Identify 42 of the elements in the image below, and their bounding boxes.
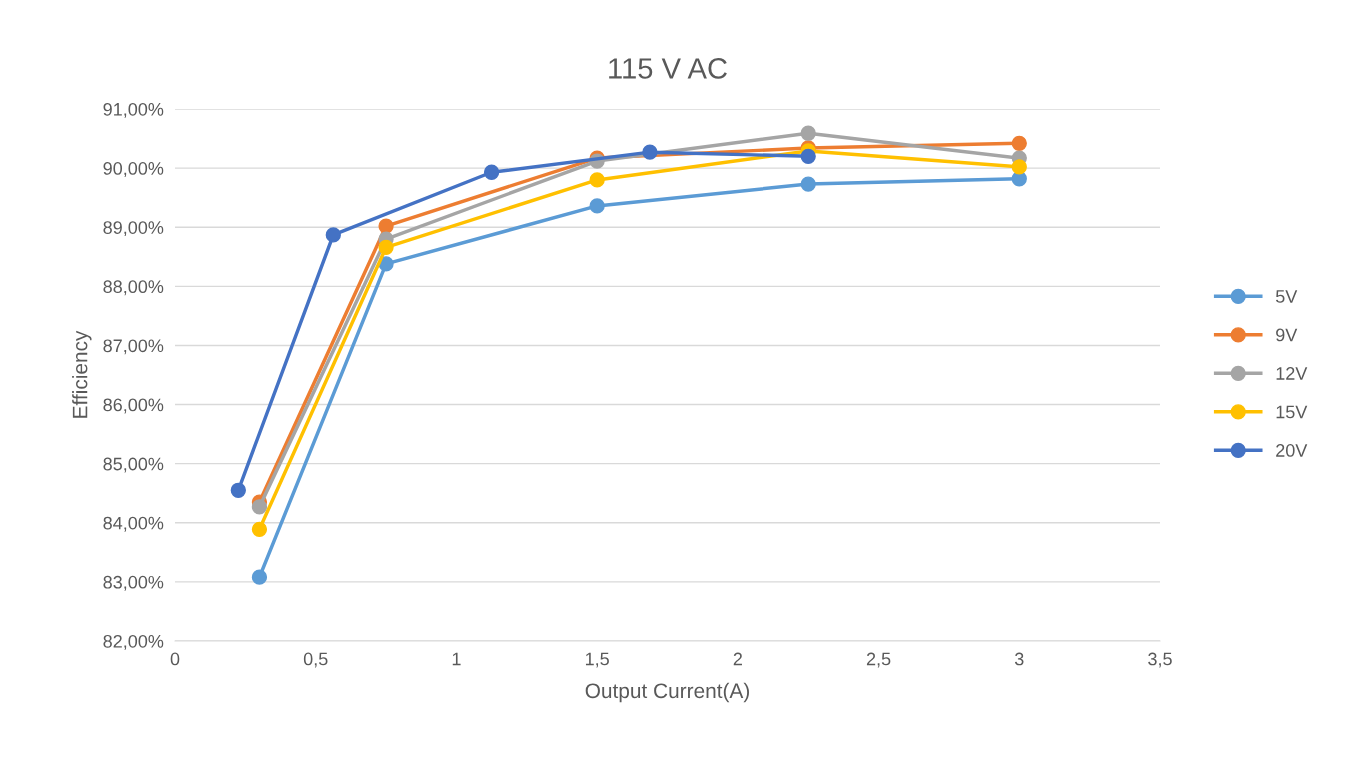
point bbox=[483, 164, 500, 180]
y-tick-label: 84,00% bbox=[103, 516, 164, 532]
point bbox=[800, 176, 816, 192]
x-tick-label: 3 bbox=[1014, 652, 1024, 666]
x-tick-label: 0 bbox=[170, 652, 180, 666]
point bbox=[230, 482, 246, 498]
y-tick-label: 89,00% bbox=[103, 221, 164, 237]
point bbox=[378, 239, 394, 255]
y-tick-label: 85,00% bbox=[103, 457, 164, 473]
legend-label: 9V bbox=[1276, 328, 1298, 342]
point bbox=[642, 144, 658, 160]
y-tick-label: 90,00% bbox=[103, 162, 164, 177]
y-tick-label: 87,00% bbox=[103, 339, 164, 355]
point bbox=[325, 227, 341, 243]
point bbox=[800, 148, 816, 164]
x-tick-label: 0,5 bbox=[303, 652, 328, 668]
legend-label: 12V bbox=[1276, 367, 1308, 380]
x-tick-label: 1,5 bbox=[585, 652, 609, 668]
y-tick-label: 91,00% bbox=[103, 102, 164, 118]
y-tick-label: 83,00% bbox=[103, 575, 164, 591]
x-axis-title: Output Current(A) bbox=[585, 682, 749, 703]
legend-label: 5V bbox=[1275, 290, 1298, 303]
point bbox=[251, 569, 268, 585]
x-tick-label: 1 bbox=[452, 652, 461, 666]
chart-title: 115 V AC bbox=[609, 58, 727, 79]
point bbox=[378, 218, 394, 234]
point bbox=[589, 172, 605, 188]
y-tick-label: 82,00% bbox=[103, 634, 164, 650]
legend-label: 15V bbox=[1276, 405, 1308, 419]
point bbox=[1011, 135, 1027, 151]
x-tick-label: 2 bbox=[733, 652, 742, 666]
point bbox=[800, 125, 816, 141]
x-tick-label: 2,5 bbox=[866, 652, 891, 668]
x-tick-label: 3,5 bbox=[1148, 652, 1172, 668]
y-tick-label: 88,00% bbox=[103, 280, 164, 296]
y-axis-title: Efficiency bbox=[72, 330, 92, 418]
y-tick-label: 86,00% bbox=[103, 398, 164, 414]
point bbox=[1011, 159, 1027, 175]
legend-label: 20V bbox=[1276, 444, 1308, 457]
point bbox=[589, 198, 605, 214]
point bbox=[251, 499, 268, 515]
point bbox=[251, 521, 268, 537]
